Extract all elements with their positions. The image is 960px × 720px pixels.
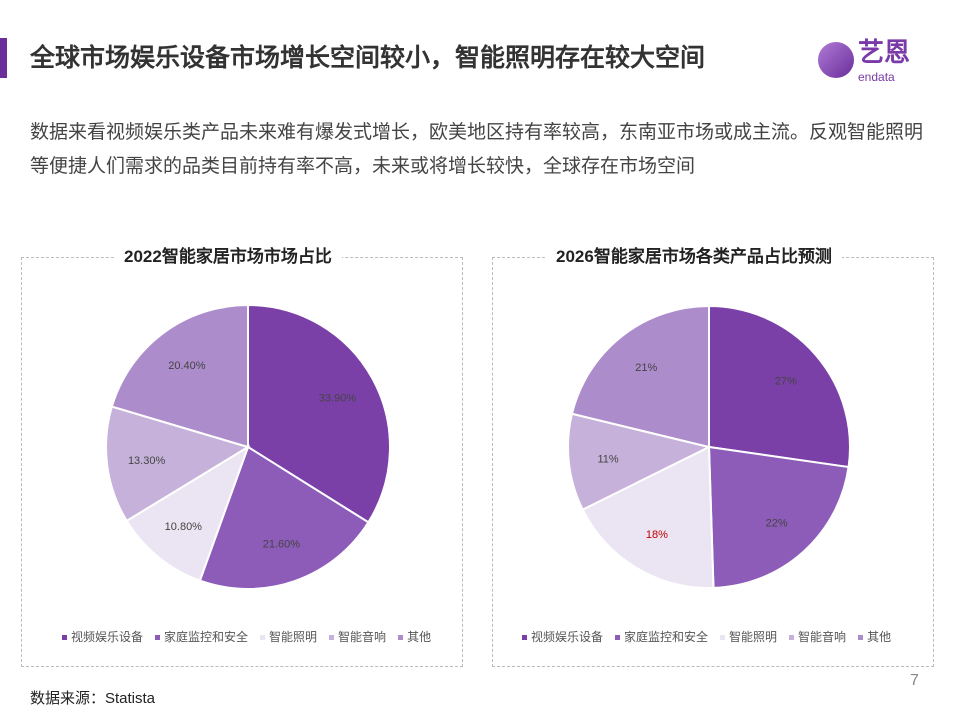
- legend-item: 智能照明: [260, 630, 317, 644]
- page-number: 7: [910, 672, 919, 689]
- legend-swatch: [260, 635, 266, 641]
- data-label: 21.60%: [263, 539, 301, 551]
- data-source: 数据来源：Statista: [30, 690, 156, 707]
- legend-swatch: [615, 635, 621, 641]
- legend-swatch: [155, 635, 161, 641]
- pie-slice: [570, 304, 710, 449]
- legend-item: 智能照明: [720, 630, 777, 644]
- legend-item: 智能音响: [329, 630, 386, 644]
- data-label: 20.40%: [168, 360, 206, 372]
- description: 数据来看视频娱乐类产品未来难有爆发式增长，欧美地区持有率较高，东南亚市场或成主流…: [30, 122, 924, 177]
- pie-slice: [567, 412, 712, 511]
- pie-slice: [708, 304, 851, 469]
- data-label: 10.80%: [165, 521, 203, 533]
- legend-swatch: [522, 635, 527, 641]
- pie-slice: [581, 445, 715, 589]
- accent-bar: [0, 38, 7, 78]
- legend-swatch: [62, 635, 67, 641]
- logo-icon: [818, 42, 854, 78]
- pie-slice: [247, 303, 391, 524]
- data-label: 21%: [635, 362, 657, 374]
- page-title: 全球市场娱乐设备市场增长空间较小，智能照明存在较大空间: [30, 44, 706, 72]
- legend-item: 智能音响: [789, 630, 846, 644]
- data-label: 27%: [775, 376, 797, 388]
- legend-2026: 视频娱乐设备 家庭监控和安全 智能照明 智能音响 其他: [522, 630, 891, 644]
- pie-slice: [707, 445, 850, 589]
- legend-swatch: [329, 635, 335, 641]
- pie-slice: [198, 445, 370, 590]
- chart-title-2022: 2022智能家居市场市场占比: [114, 246, 342, 268]
- legend-item: 视频娱乐设备: [62, 630, 143, 644]
- legend-item: 其他: [858, 630, 891, 644]
- logo-subtext: endata: [858, 70, 895, 84]
- data-label: 22%: [766, 518, 788, 530]
- logo-text: 艺恩: [858, 37, 911, 67]
- legend-item: 视频娱乐设备: [522, 630, 603, 644]
- pie-slice: [110, 303, 249, 449]
- endata-logo: 艺恩 endata: [818, 38, 938, 88]
- data-label: 18%: [646, 529, 668, 541]
- legend-swatch: [398, 635, 404, 641]
- data-label: 13.30%: [128, 455, 166, 467]
- legend-swatch: [858, 635, 864, 641]
- data-label: 33.90%: [319, 392, 357, 404]
- legend-item: 家庭监控和安全: [615, 630, 708, 644]
- legend-item: 家庭监控和安全: [155, 630, 248, 644]
- legend-item: 其他: [398, 630, 431, 644]
- legend-swatch: [789, 635, 795, 641]
- chart-title-2026: 2026智能家居市场各类产品占比预测: [546, 246, 842, 268]
- pie-slice: [125, 444, 250, 582]
- legend-swatch: [720, 635, 726, 641]
- pie-slice: [105, 405, 251, 523]
- legend-2022: 视频娱乐设备 家庭监控和安全 智能照明 智能音响 其他: [62, 630, 431, 644]
- data-label: 11%: [598, 453, 619, 465]
